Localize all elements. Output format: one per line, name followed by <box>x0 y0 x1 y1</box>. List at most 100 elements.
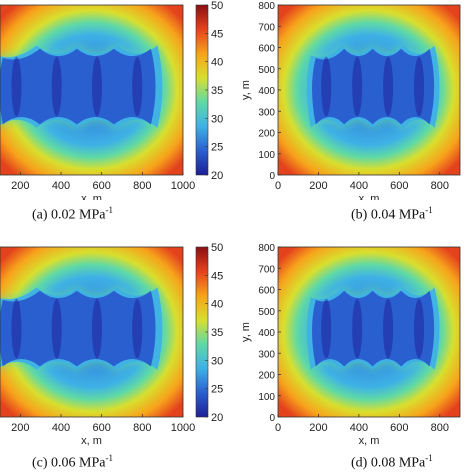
colorbar-tick-label: 45 <box>211 28 223 40</box>
caption-a-sup: -1 <box>105 205 114 215</box>
depression-streak <box>383 298 394 359</box>
caption-c-sup: -1 <box>105 453 114 463</box>
caption-b: (b) 0.04 MPa-1 <box>351 205 433 224</box>
colorbar-tick-label: 50 <box>211 0 223 12</box>
y-axis-label: y, m <box>240 322 252 342</box>
depression-streak <box>321 298 332 359</box>
caption-a: (a) 0.02 MPa-1 <box>32 205 113 224</box>
y-tick-label: 500 <box>258 307 275 318</box>
y-tick-label: 0 <box>269 413 275 424</box>
depression-streak <box>321 56 332 117</box>
colorbar-tick-label: 35 <box>211 327 223 339</box>
x-tick-label: 600 <box>390 180 408 192</box>
y-tick-label: 600 <box>258 286 275 297</box>
x-tick-label: 200 <box>11 180 29 192</box>
depression-core <box>312 290 435 367</box>
x-tick-label: 600 <box>390 422 408 434</box>
depression-streak <box>352 56 363 117</box>
x-tick-label: 0 <box>275 180 281 192</box>
x-tick-label: 600 <box>92 180 110 192</box>
depression-streak <box>11 56 22 117</box>
y-tick-label: 700 <box>258 22 275 33</box>
y-tick-label: 800 <box>258 1 275 12</box>
x-tick-label: 400 <box>52 180 70 192</box>
colorbar-tick-label: 50 <box>211 242 223 254</box>
y-tick-label: 400 <box>258 86 275 97</box>
caption-d: (d) 0.08 MPa-1 <box>351 453 433 472</box>
x-tick-label: 400 <box>52 422 70 434</box>
x-tick-label: 200 <box>309 422 327 434</box>
y-tick-label: 200 <box>258 129 275 140</box>
depression-streak <box>352 298 363 359</box>
x-tick-label: 200 <box>309 180 327 192</box>
depression-streak <box>383 56 394 117</box>
depression-streak <box>414 56 425 117</box>
y-tick-label: 100 <box>258 150 275 161</box>
colorbar-tick-label: 20 <box>211 170 223 182</box>
x-tick-label: 800 <box>431 422 449 434</box>
depression-core <box>0 290 156 367</box>
x-tick-label: 400 <box>350 180 368 192</box>
caption-c: (c) 0.06 MPa-1 <box>32 453 113 472</box>
y-tick-label: 0 <box>269 171 275 182</box>
field-layer <box>0 247 183 417</box>
field-layer <box>278 5 460 175</box>
caption-d-sup: -1 <box>425 453 433 463</box>
y-tick-label: 700 <box>258 264 275 275</box>
colorbar-tick-label: 25 <box>211 384 223 396</box>
y-tick-label: 600 <box>258 44 275 55</box>
heatmap-panel-a: 200 400 600 800 1000 x, m 50 45 40 35 30 25 20 <box>0 0 223 200</box>
x-tick-label: 200 <box>11 422 29 434</box>
depression-core <box>0 48 156 125</box>
y-axis-label: y, m <box>240 80 252 100</box>
plot-frame <box>0 246 184 418</box>
depression-streak <box>51 298 62 359</box>
heatmap-panel-d: 0 200 400 600 800 x, m 0 100 200 300 400 500 600 700 8… <box>240 243 461 447</box>
x-tick-label: 0 <box>275 422 281 434</box>
colorbar-tick-label: 30 <box>211 113 223 125</box>
depression-streak <box>91 56 102 117</box>
x-axis-label: x, m <box>81 435 102 447</box>
x-tick-label: 800 <box>133 180 151 192</box>
x-axis-label: x, m <box>359 193 380 200</box>
depression-core <box>312 48 435 125</box>
x-axis-label: x, m <box>81 193 102 200</box>
colorbar-tick-label: 30 <box>211 355 223 367</box>
y-tick-label: 200 <box>258 371 275 382</box>
y-tick-label: 300 <box>258 349 275 360</box>
depression-streak <box>91 298 102 359</box>
caption-b-text: (b) 0.04 MPa <box>351 207 426 223</box>
depression-streak <box>51 56 62 117</box>
heatmap-panel-c: 200 400 600 800 1000 x, m 50 45 40 35 30 25 20 <box>0 242 223 447</box>
depression-streak <box>414 298 425 359</box>
y-tick-label: 800 <box>258 243 275 254</box>
plot-frame <box>0 4 184 176</box>
field-layer <box>278 247 460 417</box>
x-tick-label: 1000 <box>171 180 195 192</box>
caption-c-text: (c) 0.06 MPa <box>32 455 106 471</box>
y-tick-label: 500 <box>258 65 275 76</box>
y-tick-label: 300 <box>258 107 275 118</box>
colorbar-tick-label: 20 <box>211 412 223 424</box>
y-tick-label: 100 <box>258 392 275 403</box>
colorbar-tick-label: 45 <box>211 270 223 282</box>
field-layer <box>0 5 183 175</box>
caption-d-text: (d) 0.08 MPa <box>351 455 426 471</box>
colorbar-tick-label: 40 <box>211 57 223 69</box>
depression-streak <box>132 56 143 117</box>
x-tick-label: 800 <box>133 422 151 434</box>
depression-streak <box>11 298 22 359</box>
x-tick-label: 800 <box>431 180 449 192</box>
depression-streak <box>132 298 143 359</box>
x-tick-label: 600 <box>92 422 110 434</box>
caption-b-sup: -1 <box>425 205 433 215</box>
colorbar-tick-label: 35 <box>211 85 223 97</box>
colorbar-tick-label: 40 <box>211 299 223 311</box>
x-axis-label: x, m <box>359 435 380 447</box>
caption-a-text: (a) 0.02 MPa <box>32 207 106 223</box>
heatmap-panel-b: 0 200 400 600 800 x, m 0 100 200 300 400 500 600 700 8… <box>240 1 461 200</box>
colorbar-tick-label: 25 <box>211 142 223 154</box>
x-tick-label: 1000 <box>171 422 195 434</box>
y-tick-label: 400 <box>258 328 275 339</box>
